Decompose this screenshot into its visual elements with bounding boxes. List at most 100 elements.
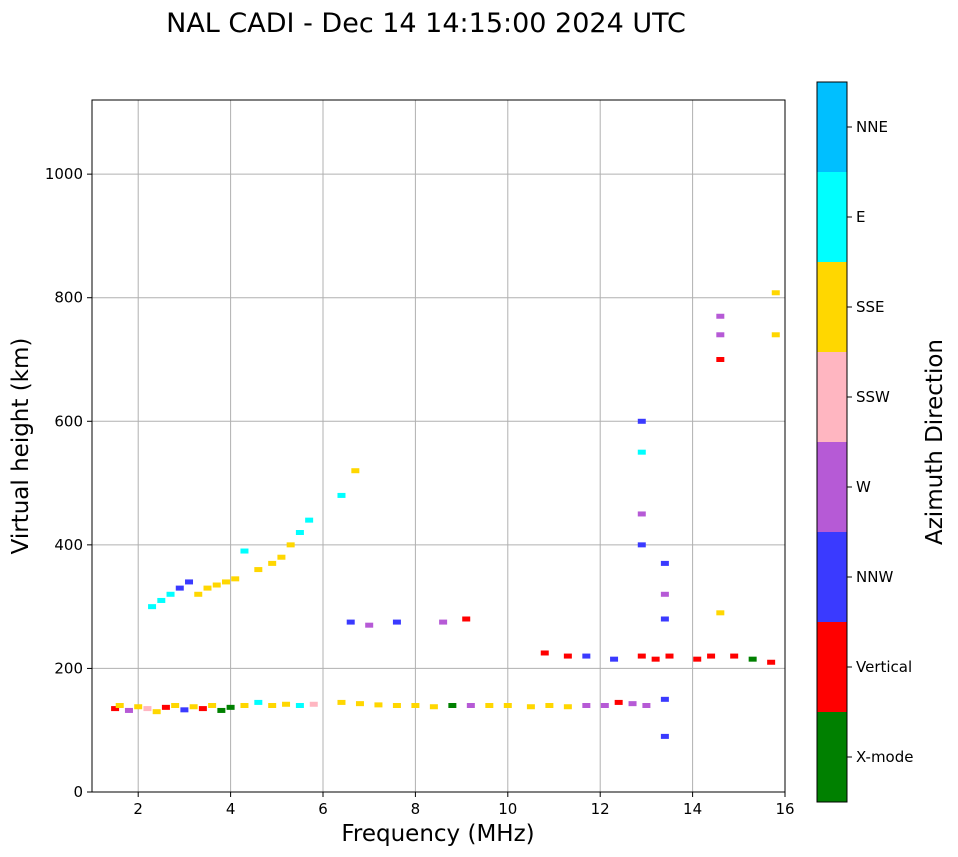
echo-point-3-8 (660, 733, 669, 739)
echo-point-3-13 (771, 332, 780, 338)
echo-point-2-6 (563, 653, 572, 659)
echo-point-3-4 (660, 560, 669, 566)
echo-point-0-2 (124, 707, 133, 713)
echo-point-2-2 (392, 619, 401, 625)
echo-point-1-6 (203, 585, 212, 591)
echo-point-3-6 (660, 616, 669, 622)
x-tick-label-6: 6 (318, 800, 328, 818)
echo-point-1-18 (351, 468, 360, 474)
echo-point-0-32 (563, 704, 572, 710)
echo-point-2-3 (439, 619, 448, 625)
y-axis: 0 200 400 600 800 1000 (45, 165, 92, 801)
echo-point-3-11 (716, 357, 725, 362)
echo-point-1-15 (295, 530, 304, 535)
grid-lines (92, 100, 786, 793)
echo-point-1-8 (221, 579, 230, 585)
y-axis-label: Virtual height (km) (8, 338, 34, 555)
colorbar-segment-nne (817, 82, 847, 172)
echo-point-3-0 (637, 418, 646, 424)
y-tick-label-400: 400 (54, 536, 83, 554)
echo-point-2-11 (665, 653, 674, 659)
echo-point-1-4 (185, 579, 194, 585)
echo-point-2-12 (693, 656, 702, 662)
echo-point-0-23 (392, 703, 401, 708)
echo-point-0-25 (429, 704, 438, 710)
colorbar-label-nnw: NNW (856, 568, 893, 586)
echo-point-1-0 (148, 604, 157, 610)
colorbar-label: Azimuth Direction (922, 339, 948, 545)
echo-point-2-0 (346, 619, 355, 625)
echo-point-2-15 (730, 653, 739, 659)
colorbar-label-vertical: Vertical (856, 658, 912, 676)
echo-point-0-4 (143, 706, 152, 712)
echo-point-0-17 (282, 701, 291, 707)
echo-point-0-12 (217, 707, 226, 713)
echo-point-0-35 (614, 699, 623, 705)
echo-point-0-34 (600, 703, 609, 708)
echo-point-0-7 (171, 703, 180, 708)
echo-point-1-16 (305, 517, 314, 523)
x-tick-label-16: 16 (775, 800, 794, 818)
y-tick-label-800: 800 (54, 289, 83, 307)
echo-point-0-0 (111, 706, 120, 712)
echo-point-0-33 (582, 703, 591, 708)
colorbar-label-ssw: SSW (856, 388, 890, 406)
echo-point-0-24 (411, 703, 420, 708)
echo-point-0-1 (115, 703, 124, 708)
echo-point-3-3 (637, 542, 646, 548)
echo-point-2-17 (767, 659, 776, 665)
echo-point-1-11 (254, 567, 263, 573)
echo-point-2-7 (582, 653, 591, 659)
echo-point-3-10 (716, 332, 725, 338)
x-axis: 2 4 6 8 10 12 14 16 (133, 792, 795, 818)
echo-point-0-21 (355, 701, 364, 707)
echo-point-0-6 (161, 704, 170, 710)
y-tick-label-200: 200 (54, 659, 83, 677)
echo-point-0-15 (254, 699, 263, 705)
echo-point-0-22 (374, 702, 383, 708)
echo-point-0-19 (309, 701, 318, 707)
echo-point-3-7 (660, 696, 669, 702)
colorbar: X-mode Vertical NNW W SSW SSE E NNE (816, 81, 913, 803)
echo-point-1-3 (175, 585, 184, 591)
colorbar-frame (816, 81, 848, 803)
echo-point-0-14 (240, 703, 249, 708)
colorbar-segment-nnw (817, 532, 847, 622)
y-tick-label-600: 600 (54, 412, 83, 430)
x-tick-label-2: 2 (133, 800, 143, 818)
x-tick-label-4: 4 (226, 800, 236, 818)
echo-point-0-13 (226, 704, 235, 710)
echo-point-1-14 (286, 542, 295, 548)
echo-point-0-29 (503, 703, 512, 708)
echo-point-0-27 (466, 703, 475, 708)
echo-point-0-16 (268, 703, 277, 708)
colorbar-label-e: E (856, 208, 865, 226)
plot-frame (91, 99, 786, 793)
y-tick-label-0: 0 (73, 783, 83, 801)
echo-point-2-9 (637, 653, 646, 659)
echo-points (111, 290, 780, 739)
echo-point-3-2 (637, 511, 646, 517)
echo-point-0-20 (337, 699, 346, 705)
colorbar-label-x-mode: X-mode (856, 748, 913, 766)
colorbar-segment-sse (817, 262, 847, 352)
echo-point-0-18 (295, 703, 304, 708)
echo-point-0-10 (198, 706, 207, 712)
echo-point-2-4 (462, 616, 471, 622)
echo-point-0-5 (152, 709, 161, 715)
echo-point-2-8 (610, 656, 619, 662)
colorbar-segment-ssw (817, 352, 847, 442)
echo-point-2-13 (707, 653, 716, 659)
x-tick-label-10: 10 (498, 800, 517, 818)
echo-point-1-10 (240, 548, 249, 554)
echo-point-3-1 (637, 449, 646, 455)
echo-point-1-7 (212, 582, 221, 588)
colorbar-label-sse: SSE (856, 298, 885, 316)
colorbar-segment-x-mode (817, 712, 847, 802)
echo-point-0-9 (189, 704, 198, 710)
colorbar-segment-w (817, 442, 847, 532)
echo-point-0-26 (448, 703, 457, 708)
x-tick-label-8: 8 (411, 800, 421, 818)
x-axis-label: Frequency (MHz) (341, 821, 534, 847)
echo-point-1-12 (268, 560, 277, 566)
